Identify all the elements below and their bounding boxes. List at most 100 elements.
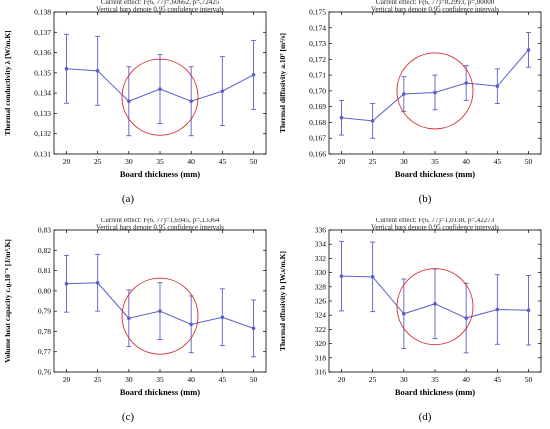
chart-title-line: Current effect: F(6, 77)=,60662, p=,7242… <box>101 0 220 6</box>
mean-point <box>158 87 162 91</box>
mean-point <box>464 81 468 85</box>
chart-svg: Current effect: F(6, 77)=8,2993, p=,0000… <box>278 0 542 179</box>
y-tick-label: 330 <box>315 268 327 277</box>
x-tick-label: 50 <box>525 157 533 166</box>
chart-panel-c: Current effect: F(6, 77)=1,6945, p=,1336… <box>0 216 275 403</box>
y-tick-label: 0,175 <box>309 8 326 17</box>
y-tick-label: 336 <box>315 226 327 235</box>
x-tick-label: 45 <box>219 157 227 166</box>
y-tick-label: 0,167 <box>309 134 326 143</box>
mean-point <box>526 48 531 52</box>
y-tick-label: 316 <box>315 368 327 377</box>
mean-point <box>95 280 100 285</box>
x-tick-label: 50 <box>250 157 258 166</box>
mean-point <box>495 84 500 88</box>
mean-point <box>220 89 225 93</box>
y-tick-label: 328 <box>315 282 327 291</box>
y-tick-label: 324 <box>315 311 327 320</box>
x-tick-label: 25 <box>94 375 102 384</box>
mean-point <box>189 322 193 327</box>
y-tick-label: 0,138 <box>34 8 51 17</box>
x-axis-label: Board thickness (mm) <box>120 169 200 179</box>
x-tick-label: 20 <box>338 157 346 166</box>
chart-title-line: Vertical bars denote 0,95 confidence int… <box>371 224 499 232</box>
mean-point <box>127 99 131 104</box>
x-tick-label: 40 <box>187 157 195 166</box>
y-tick-label: 0,81 <box>38 266 51 275</box>
chart-svg: Current effect: F(6, 77)=,60662, p=,7242… <box>3 0 267 179</box>
chart-title-line: Vertical bars denote 0,95 confidence int… <box>96 6 224 14</box>
mean-point <box>95 69 100 73</box>
mean-point <box>64 67 69 71</box>
x-tick-label: 45 <box>494 375 502 384</box>
mean-point <box>158 309 162 313</box>
mean-point <box>370 275 375 279</box>
mean-point <box>220 315 225 320</box>
x-tick-label: 50 <box>250 375 258 384</box>
chart-title-line: Current effect: F(6, 77)=1,0138, p=,4227… <box>376 218 495 224</box>
y-tick-label: 332 <box>315 254 327 263</box>
mean-point <box>189 99 193 104</box>
mean-point <box>339 115 344 120</box>
y-tick-label: 0,135 <box>34 68 51 77</box>
x-tick-label: 25 <box>369 157 377 166</box>
panel-caption-d: (d) <box>418 411 432 423</box>
chart-title-line: Current effect: F(6, 77)=8,2993, p=,0000… <box>376 0 495 6</box>
x-tick-label: 20 <box>63 375 71 384</box>
mean-point <box>433 90 437 95</box>
x-tick-label: 20 <box>63 157 71 166</box>
x-tick-label: 50 <box>525 375 533 384</box>
panel-caption-c: (c) <box>121 411 135 423</box>
chart-panel-a: Current effect: F(6, 77)=,60662, p=,7242… <box>0 0 275 185</box>
chart-title-line: Vertical bars denote 0,95 confidence int… <box>371 6 499 14</box>
highlight-circle <box>121 58 199 136</box>
y-tick-label: 0,131 <box>34 150 51 159</box>
y-tick-label: 0,79 <box>38 307 51 316</box>
y-tick-label: 0,168 <box>309 118 326 127</box>
chart-panel-d: Current effect: F(6, 77)=1,0138, p=,4227… <box>275 216 550 403</box>
y-axis-label: Volume heat capacity c.ϱ.10⁻⁶ [J/m³.K] <box>3 239 12 363</box>
chart-panel-b: Current effect: F(6, 77)=8,2993, p=,0000… <box>275 0 550 185</box>
x-tick-label: 25 <box>369 375 377 384</box>
x-tick-label: 25 <box>94 157 102 166</box>
x-tick-label: 45 <box>219 375 227 384</box>
y-tick-label: 318 <box>315 353 327 362</box>
mean-point <box>251 326 256 331</box>
y-tick-label: 334 <box>315 240 327 249</box>
y-tick-label: 0,169 <box>309 102 326 111</box>
chart-svg: Current effect: F(6, 77)=1,0138, p=,4227… <box>278 216 542 397</box>
panel-caption-a: (a) <box>121 193 135 205</box>
y-tick-label: 0,133 <box>34 109 51 118</box>
mean-point <box>339 274 344 278</box>
y-tick-label: 0,172 <box>309 55 326 64</box>
x-tick-label: 30 <box>125 157 133 166</box>
x-tick-label: 40 <box>462 375 470 384</box>
x-axis-label: Board thickness (mm) <box>395 387 475 397</box>
y-tick-label: 0,166 <box>309 150 326 159</box>
x-tick-label: 40 <box>462 157 470 166</box>
x-tick-label: 40 <box>187 375 195 384</box>
y-tick-label: 0,80 <box>38 286 51 295</box>
y-tick-label: 0,173 <box>309 39 326 48</box>
y-tick-label: 0,132 <box>34 129 51 138</box>
mean-point <box>433 302 437 306</box>
x-tick-label: 30 <box>400 157 408 166</box>
mean-point <box>526 308 531 313</box>
x-tick-label: 35 <box>431 375 439 384</box>
y-axis-label: Thermal conductivity λ [W/m.K] <box>3 30 12 135</box>
x-tick-label: 30 <box>125 375 133 384</box>
x-tick-label: 30 <box>400 375 408 384</box>
y-tick-label: 0,78 <box>38 327 51 336</box>
y-tick-label: 0,134 <box>34 89 51 98</box>
panel-caption-b: (b) <box>418 193 432 205</box>
x-tick-label: 35 <box>156 375 164 384</box>
x-tick-label: 35 <box>156 157 164 166</box>
mean-point <box>402 311 406 316</box>
chart-title-line: Current effect: F(6, 77)=1,6945, p=,1336… <box>101 218 220 224</box>
y-tick-label: 0,76 <box>38 368 51 377</box>
y-tick-label: 0,77 <box>38 347 51 356</box>
x-tick-label: 20 <box>338 375 346 384</box>
highlight-circle <box>121 277 199 355</box>
y-tick-label: 0,170 <box>309 86 326 95</box>
y-tick-label: 0,174 <box>309 23 326 32</box>
